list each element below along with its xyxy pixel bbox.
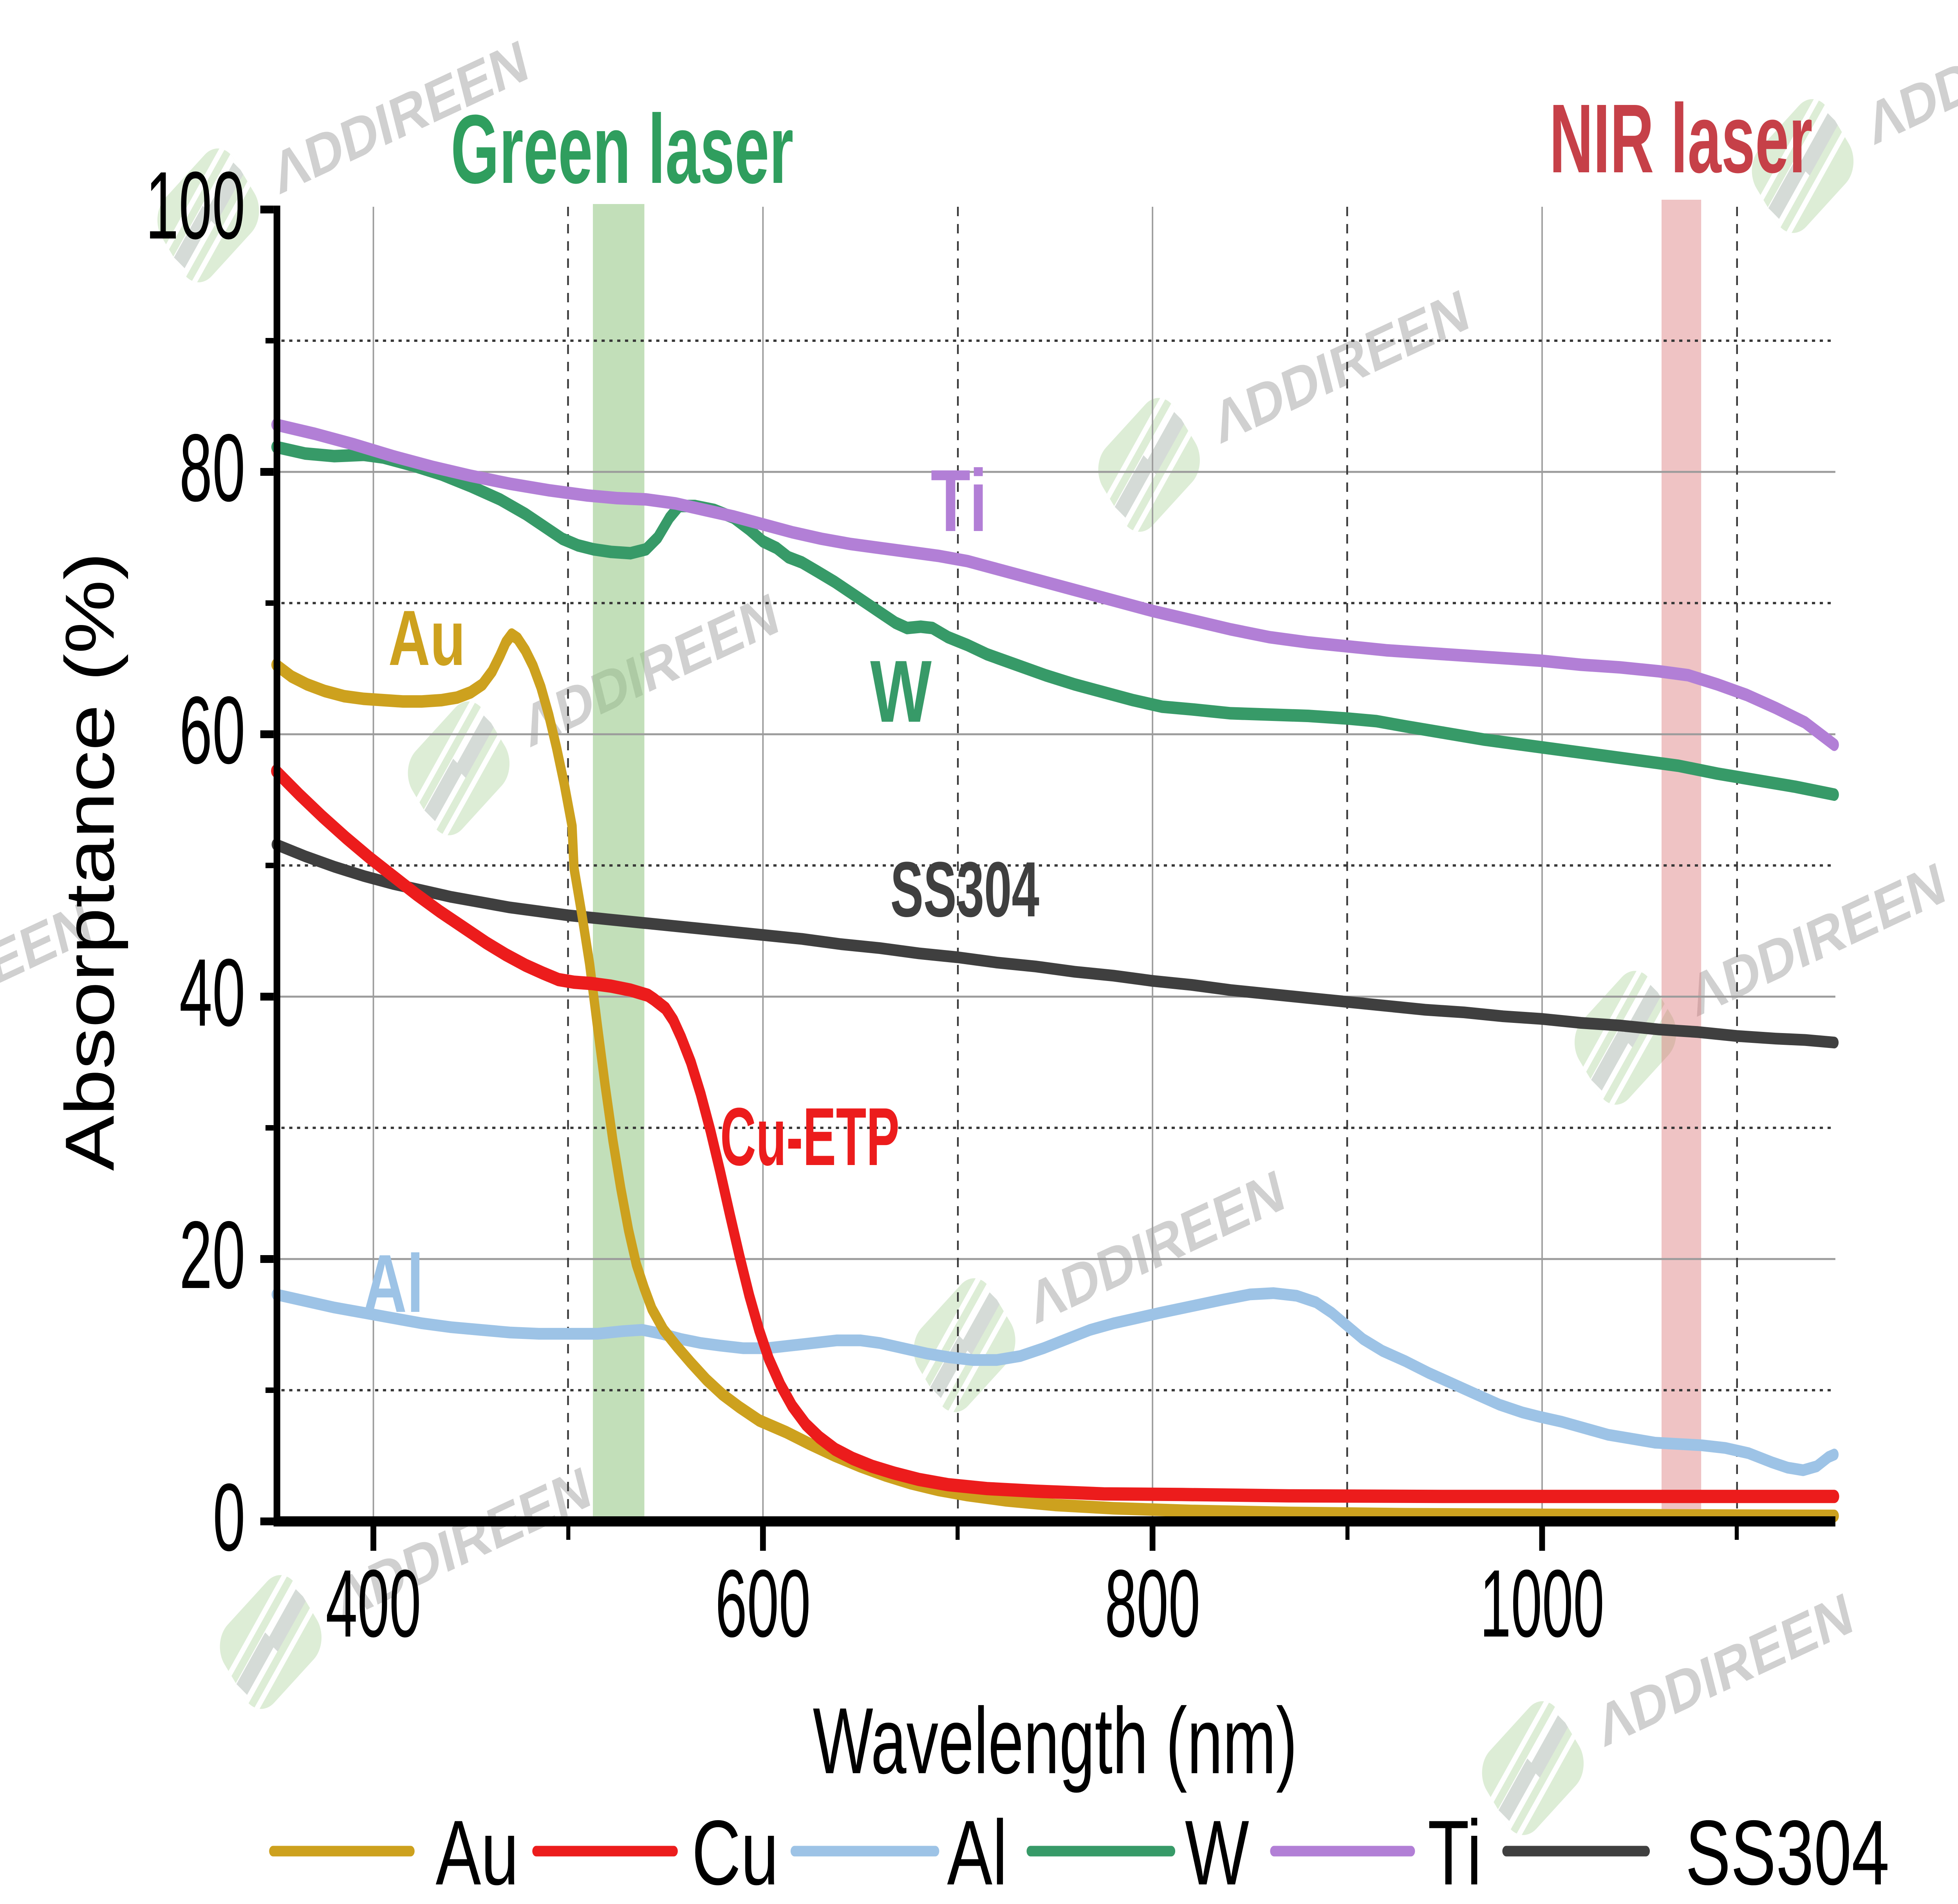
svg-text:400: 400 [326, 1550, 421, 1657]
svg-text:Au: Au [388, 594, 466, 682]
svg-text:100: 100 [145, 152, 245, 259]
svg-text:Ti: Ti [931, 451, 988, 549]
svg-text:1000: 1000 [1480, 1550, 1604, 1657]
svg-text:Cu: Cu [692, 1801, 779, 1904]
svg-text:Green laser: Green laser [451, 94, 793, 204]
svg-text:0: 0 [213, 1463, 246, 1571]
svg-text:40: 40 [179, 939, 245, 1046]
svg-text:SS304: SS304 [890, 846, 1039, 933]
svg-text:Au: Au [435, 1801, 518, 1904]
svg-text:Al: Al [947, 1801, 1007, 1904]
svg-text:600: 600 [715, 1550, 811, 1657]
svg-text:Wavelength (nm): Wavelength (nm) [813, 1688, 1297, 1793]
svg-text:SS304: SS304 [1685, 1801, 1889, 1904]
svg-text:W: W [1185, 1801, 1249, 1904]
svg-text:Absorptance (%): Absorptance (%) [51, 552, 128, 1171]
svg-text:Cu-ETP: Cu-ETP [720, 1091, 900, 1183]
svg-text:Al: Al [363, 1238, 424, 1330]
svg-text:W: W [870, 642, 932, 740]
svg-text:20: 20 [179, 1201, 245, 1308]
svg-text:800: 800 [1105, 1550, 1200, 1657]
svg-text:60: 60 [179, 676, 245, 784]
svg-text:Ti: Ti [1428, 1801, 1482, 1904]
svg-text:80: 80 [179, 414, 245, 521]
svg-text:NIR laser: NIR laser [1549, 84, 1812, 193]
